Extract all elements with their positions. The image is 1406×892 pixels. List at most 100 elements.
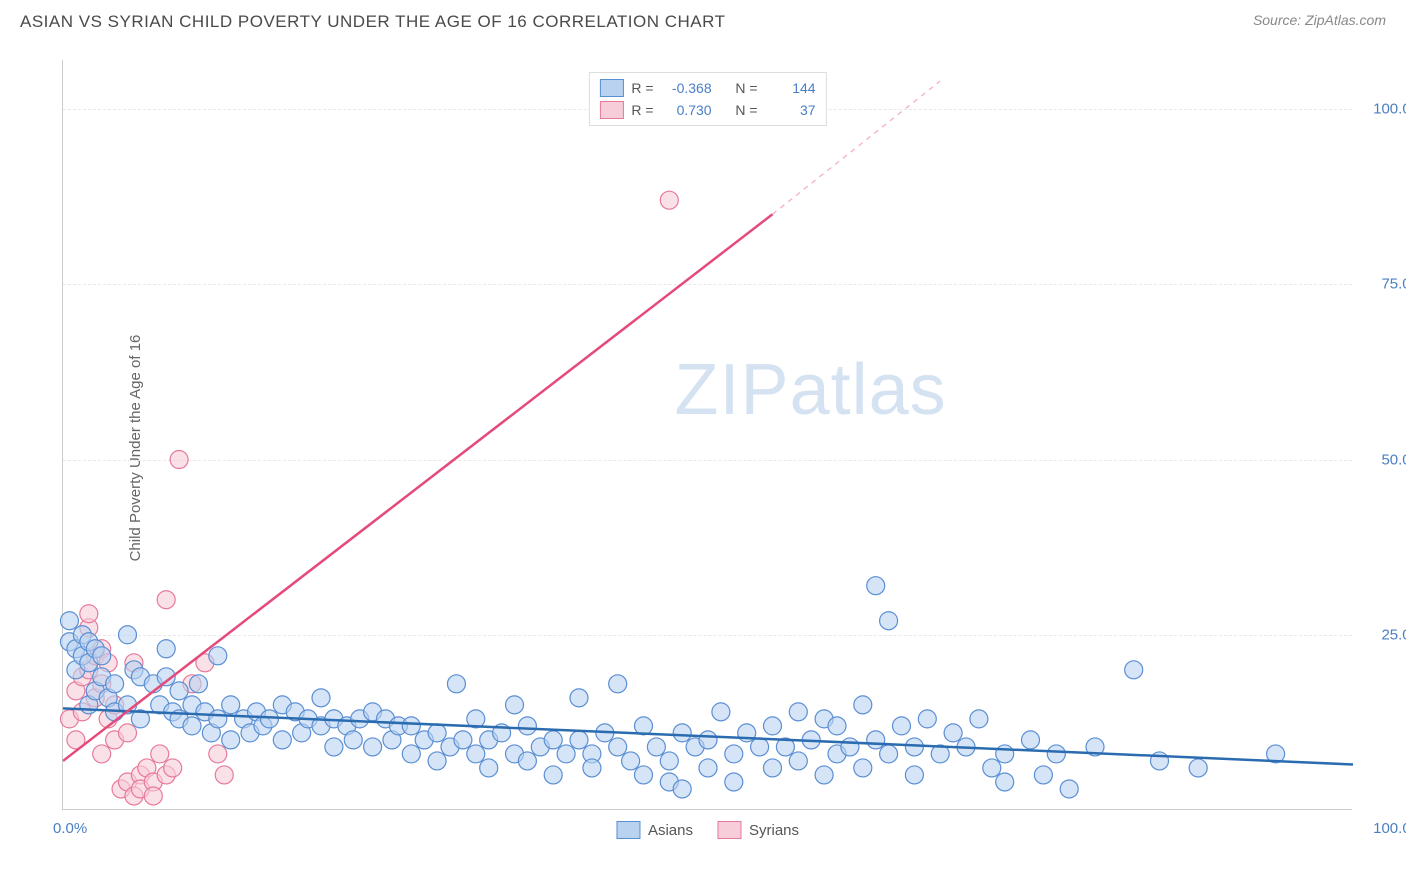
data-point [570, 689, 588, 707]
data-point [222, 696, 240, 714]
data-point [344, 731, 362, 749]
data-point [222, 731, 240, 749]
data-point [1060, 780, 1078, 798]
data-point [583, 759, 601, 777]
data-point [918, 710, 936, 728]
data-point [699, 759, 717, 777]
data-point [905, 766, 923, 784]
data-point [880, 745, 898, 763]
data-point [983, 759, 1001, 777]
data-point [1034, 766, 1052, 784]
data-point [170, 451, 188, 469]
series-legend: Asians Syrians [616, 821, 799, 839]
legend-label-asians: Asians [648, 822, 693, 839]
data-point [622, 752, 640, 770]
stats-legend: R = -0.368 N = 144 R = 0.730 N = 37 [588, 72, 826, 126]
data-point [725, 773, 743, 791]
data-point [447, 675, 465, 693]
data-point [544, 766, 562, 784]
data-point [905, 738, 923, 756]
n-value-asians: 144 [766, 80, 816, 96]
data-point [789, 752, 807, 770]
data-point [119, 724, 137, 742]
data-point [854, 696, 872, 714]
data-point [60, 612, 78, 630]
data-point [480, 759, 498, 777]
data-point [996, 745, 1014, 763]
data-point [157, 640, 175, 658]
n-value-syrians: 37 [766, 102, 816, 118]
r-value-asians: -0.368 [662, 80, 712, 96]
data-point [144, 787, 162, 805]
data-point [660, 191, 678, 209]
data-point [402, 717, 420, 735]
y-tick-label: 50.0% [1381, 451, 1406, 468]
data-point [751, 738, 769, 756]
data-point [518, 717, 536, 735]
data-point [80, 605, 98, 623]
data-point [970, 710, 988, 728]
data-point [106, 675, 124, 693]
chart-header: ASIAN VS SYRIAN CHILD POVERTY UNDER THE … [0, 0, 1406, 36]
data-point [1125, 661, 1143, 679]
data-point [764, 759, 782, 777]
scatter-svg [63, 60, 1352, 809]
source-prefix: Source: [1253, 12, 1305, 28]
data-point [789, 703, 807, 721]
data-point [364, 738, 382, 756]
legend-swatch-asians-bottom [616, 821, 640, 839]
data-point [635, 766, 653, 784]
legend-label-syrians: Syrians [749, 822, 799, 839]
source-name: ZipAtlas.com [1305, 12, 1386, 28]
r-value-syrians: 0.730 [662, 102, 712, 118]
chart-title: ASIAN VS SYRIAN CHILD POVERTY UNDER THE … [20, 12, 725, 32]
r-label: R = [631, 80, 653, 96]
data-point [506, 696, 524, 714]
data-point [854, 759, 872, 777]
data-point [699, 731, 717, 749]
data-point [325, 738, 343, 756]
x-tick-label: 100.0% [1373, 820, 1406, 837]
data-point [209, 745, 227, 763]
data-point [189, 675, 207, 693]
data-point [183, 717, 201, 735]
data-point [815, 766, 833, 784]
data-point [119, 626, 137, 644]
data-point [402, 745, 420, 763]
legend-swatch-syrians-bottom [717, 821, 741, 839]
data-point [557, 745, 575, 763]
x-tick-label: 0.0% [53, 820, 87, 837]
data-point [712, 703, 730, 721]
data-point [570, 731, 588, 749]
data-point [673, 780, 691, 798]
data-point [996, 773, 1014, 791]
data-point [867, 577, 885, 595]
data-point [764, 717, 782, 735]
data-point [164, 759, 182, 777]
data-point [609, 738, 627, 756]
data-point [1189, 759, 1207, 777]
legend-swatch-syrians [599, 101, 623, 119]
regression-line [63, 214, 773, 761]
data-point [647, 738, 665, 756]
n-label: N = [735, 102, 757, 118]
data-point [428, 752, 446, 770]
y-tick-label: 25.0% [1381, 626, 1406, 643]
data-point [151, 745, 169, 763]
stats-legend-row-syrians: R = 0.730 N = 37 [599, 99, 815, 121]
data-point [260, 710, 278, 728]
legend-swatch-asians [599, 79, 623, 97]
data-point [725, 745, 743, 763]
data-point [880, 612, 898, 630]
stats-legend-row-asians: R = -0.368 N = 144 [599, 77, 815, 99]
data-point [93, 647, 111, 665]
y-tick-label: 100.0% [1373, 101, 1406, 118]
data-point [428, 724, 446, 742]
data-point [209, 647, 227, 665]
data-point [273, 731, 291, 749]
chart-container: Child Poverty Under the Age of 16 ZIPatl… [50, 48, 1390, 848]
data-point [312, 689, 330, 707]
data-point [93, 745, 111, 763]
y-tick-label: 75.0% [1381, 276, 1406, 293]
data-point [660, 752, 678, 770]
